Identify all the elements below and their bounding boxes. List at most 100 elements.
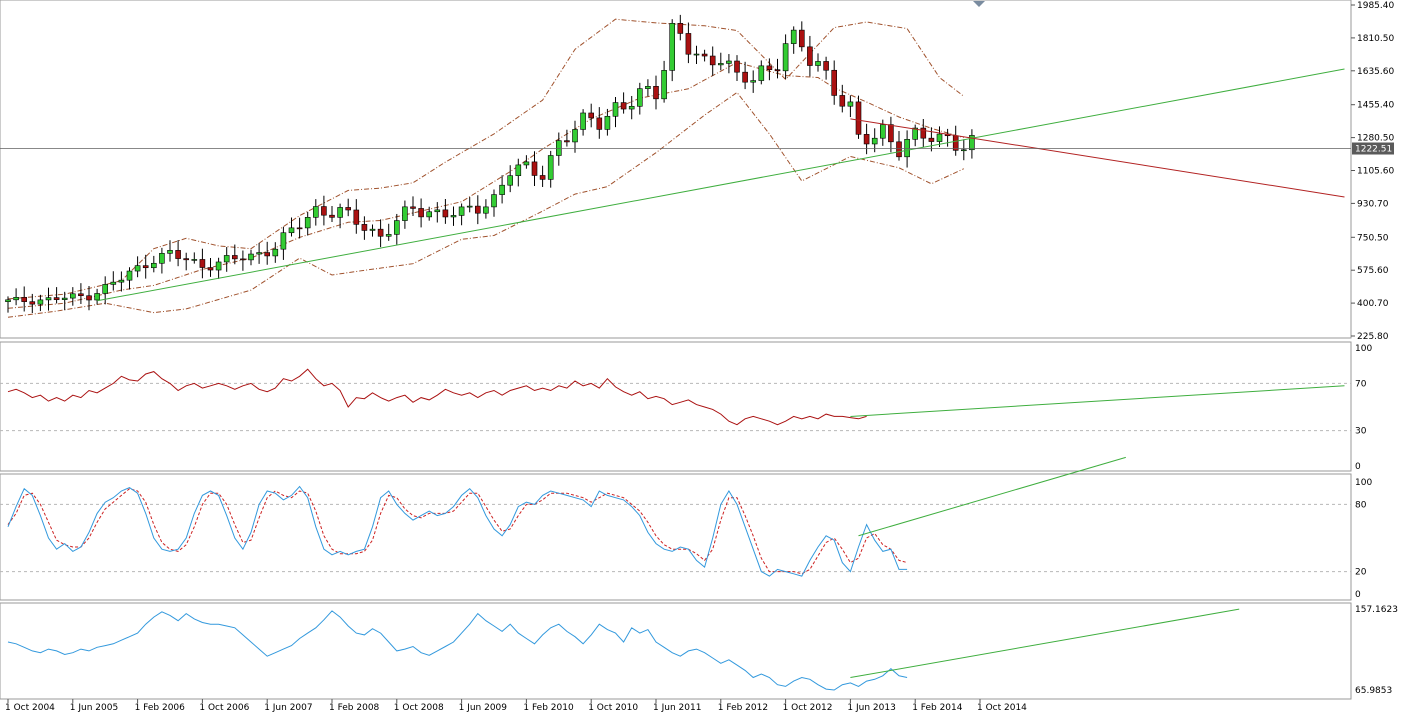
candle-up	[499, 184, 505, 195]
candle-down	[855, 101, 862, 135]
x-tick-label: 1 Oct 2012	[783, 703, 833, 713]
candle-up	[904, 139, 910, 158]
candle-down	[410, 206, 416, 209]
candle-up	[555, 140, 562, 156]
candle-up	[450, 215, 457, 218]
current-price-tag	[1352, 142, 1394, 155]
candle-up	[134, 265, 141, 272]
candle-up	[847, 101, 854, 107]
candle-up	[547, 155, 554, 180]
x-tick-label: 1 Feb 2008	[329, 703, 380, 713]
candles	[5, 14, 975, 314]
candle-up	[61, 297, 68, 300]
candle-down	[345, 207, 352, 211]
candle-up	[223, 255, 230, 263]
candle-up	[337, 207, 343, 218]
candle-up	[45, 297, 52, 301]
candle-up	[13, 297, 19, 301]
candle-up	[726, 60, 732, 64]
price-tick-label: 1985.40	[1357, 1, 1394, 11]
candle-down	[296, 227, 303, 230]
oscillator-panel-frame	[0, 602, 1352, 700]
candle-down	[175, 250, 181, 259]
x-tick-label: 1 Jun 2011	[653, 703, 701, 713]
x-tick-label: 1 Oct 2010	[588, 703, 638, 713]
candle-up	[37, 299, 44, 305]
candle-up	[717, 63, 724, 66]
candle-up	[572, 129, 578, 143]
candle-down	[86, 295, 92, 301]
shift-marker-icon[interactable]	[973, 1, 985, 7]
candle-down	[442, 209, 449, 218]
candle-up	[393, 220, 400, 235]
stochastic-k-line	[7, 485, 908, 577]
candle-down	[474, 205, 481, 214]
x-tick-label: 1 Oct 2008	[394, 703, 444, 713]
candle-up	[628, 105, 635, 110]
stochastic-panel: 100 80 20 0	[0, 456, 1372, 600]
candle-down	[734, 60, 740, 73]
price-tick-label: 1635.60	[1357, 67, 1394, 77]
candle-down	[418, 208, 424, 218]
candle-up	[491, 194, 497, 208]
x-tick-label: 1 Jun 2005	[70, 703, 118, 713]
candle-up	[879, 124, 886, 139]
candle-down	[353, 209, 360, 225]
x-tick-label: 1 Feb 2006	[135, 703, 186, 713]
candle-down	[531, 161, 538, 176]
candle-down	[232, 255, 238, 260]
candle-down	[774, 69, 781, 72]
price-tick-label: 575.60	[1357, 266, 1389, 276]
candle-down	[920, 127, 927, 139]
candle-down	[377, 228, 384, 237]
candle-up	[871, 137, 878, 145]
price-panel: 1985.40 1810.50 1635.60 1455.40 1280.50 1105.…	[0, 1, 1394, 342]
candle-up	[604, 115, 611, 130]
panel-frames	[0, 0, 1352, 700]
price-tick-label: 1810.50	[1357, 34, 1394, 44]
rsi-panel: 100 70 30 0	[0, 344, 1372, 472]
oscillator-tick-label: 65.9853	[1355, 686, 1392, 696]
candle-up	[385, 234, 392, 237]
candle-up	[636, 88, 643, 107]
candle-up	[272, 248, 279, 257]
candle-down	[831, 69, 838, 96]
candle-up	[434, 209, 441, 213]
candle-up	[483, 206, 489, 214]
price-tick-label: 1105.60	[1357, 167, 1394, 177]
stochastic-trendline	[858, 456, 1126, 537]
price-tick-label: 750.50	[1357, 233, 1389, 243]
current-price-label: 1222.51	[1355, 145, 1392, 155]
candle-up	[750, 80, 757, 83]
candle-down	[928, 137, 935, 142]
candle-up	[369, 228, 376, 231]
price-trendline-1	[97, 68, 1345, 302]
stochastic-tick-label: 0	[1355, 590, 1361, 600]
rsi-tick-label: 30	[1355, 427, 1367, 437]
candle-up	[118, 279, 125, 283]
candle-up	[94, 293, 100, 301]
x-tick-label: 1 Feb 2012	[718, 703, 768, 713]
candle-down	[539, 175, 546, 180]
bollinger-lower-band	[7, 91, 965, 318]
candle-up	[126, 270, 133, 281]
candle-up	[288, 227, 295, 234]
candle-up	[507, 175, 514, 186]
candle-up	[159, 253, 165, 264]
x-tick-label: 1 Feb 2010	[523, 703, 574, 713]
candle-down	[701, 53, 708, 57]
x-tick-label: 1 Oct 2014	[977, 703, 1027, 713]
candle-up	[790, 29, 797, 44]
candle-down	[896, 141, 902, 158]
stochastic-tick-label: 80	[1355, 500, 1367, 510]
candle-down	[620, 102, 627, 110]
candle-up	[815, 61, 821, 66]
candle-up	[167, 250, 173, 254]
candle-up	[645, 86, 651, 89]
price-tick-label: 930.70	[1357, 199, 1389, 209]
candle-down	[839, 95, 846, 107]
candle-down	[142, 265, 149, 269]
candle-down	[742, 71, 748, 83]
